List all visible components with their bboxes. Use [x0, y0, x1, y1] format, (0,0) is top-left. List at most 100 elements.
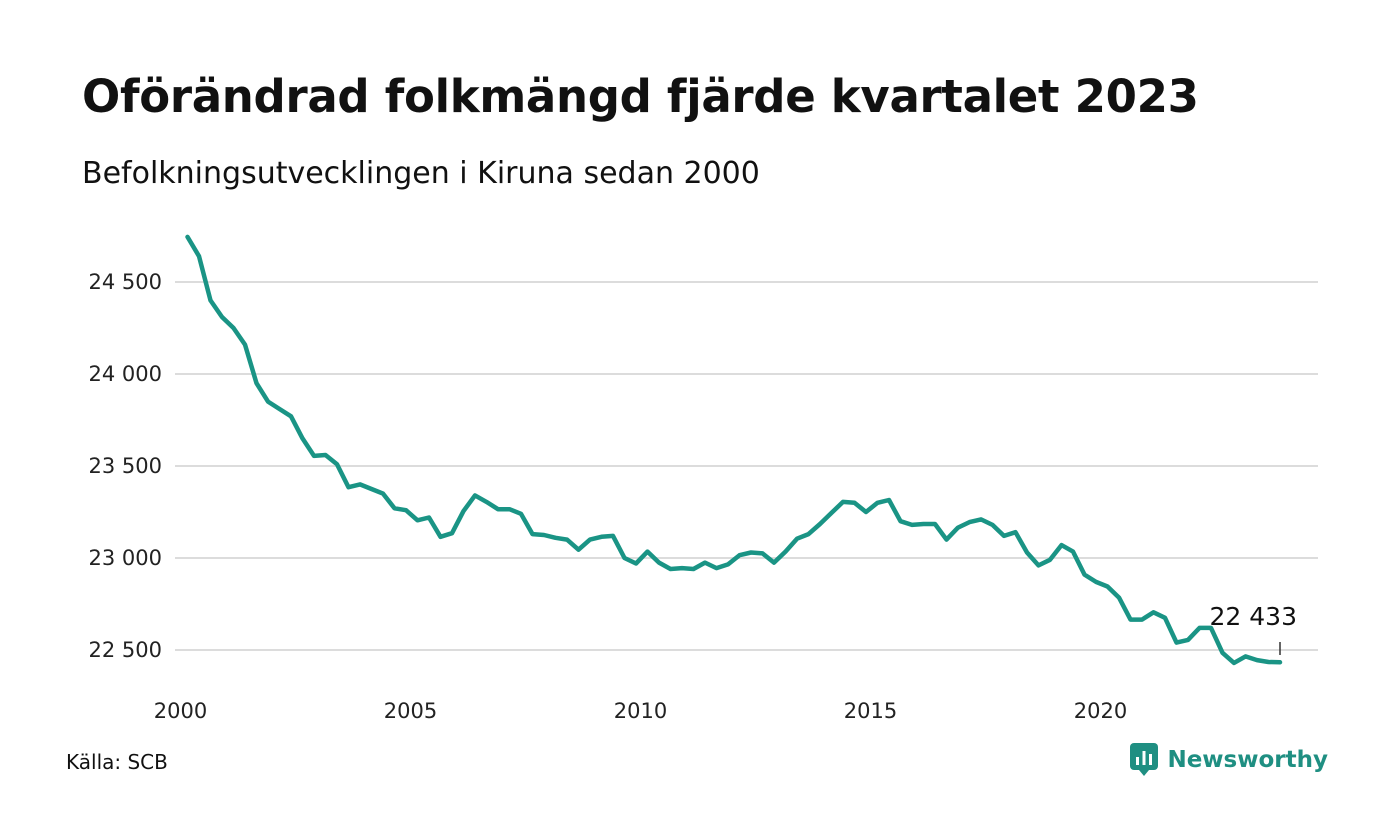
data-point	[196, 253, 202, 259]
data-point	[932, 521, 938, 527]
y-tick-label: 22 500	[89, 638, 162, 662]
data-point	[231, 325, 237, 331]
data-point	[668, 566, 674, 572]
y-tick-label: 24 500	[89, 270, 162, 294]
data-point	[1254, 657, 1260, 663]
series-layer	[185, 234, 1283, 666]
data-point	[783, 549, 789, 555]
data-point	[691, 566, 697, 572]
annotation-layer: 22 433	[1210, 602, 1297, 655]
data-point	[771, 560, 777, 566]
data-point	[1059, 542, 1065, 548]
data-point	[702, 560, 708, 566]
data-point	[311, 453, 317, 459]
data-point	[300, 435, 306, 441]
last-value-label: 22 433	[1210, 602, 1297, 631]
data-point	[1243, 653, 1249, 659]
data-point	[346, 484, 352, 490]
data-point	[1185, 637, 1191, 643]
data-point	[645, 549, 651, 555]
data-point	[656, 560, 662, 566]
data-point	[610, 533, 616, 539]
data-point	[564, 537, 570, 543]
data-point	[576, 547, 582, 553]
y-tick-label: 23 500	[89, 454, 162, 478]
data-point	[852, 500, 858, 506]
data-point	[426, 515, 432, 521]
data-point	[1047, 557, 1053, 563]
data-point	[622, 555, 628, 561]
data-point	[978, 516, 984, 522]
data-point	[840, 499, 846, 505]
data-point	[1220, 650, 1226, 656]
data-point	[794, 536, 800, 542]
data-point	[334, 461, 340, 467]
data-point	[875, 500, 881, 506]
data-point	[242, 342, 248, 348]
newsworthy-logo-icon	[1130, 743, 1159, 776]
data-point	[518, 511, 524, 517]
brand-name: Newsworthy	[1167, 747, 1328, 773]
data-point	[541, 532, 547, 538]
data-point	[484, 499, 490, 505]
data-point	[886, 497, 892, 503]
data-point	[817, 521, 823, 527]
data-point	[898, 518, 904, 524]
data-point	[208, 297, 214, 303]
data-point	[944, 537, 950, 543]
x-tick-label: 2020	[1074, 699, 1127, 723]
data-point	[323, 452, 329, 458]
data-point	[357, 481, 363, 487]
data-point	[587, 537, 593, 543]
data-point	[277, 406, 283, 412]
data-point	[265, 399, 271, 405]
data-point	[438, 534, 444, 540]
data-point	[1266, 659, 1272, 665]
data-point	[1105, 584, 1111, 590]
data-point	[1162, 615, 1168, 621]
data-point	[1001, 533, 1007, 539]
data-point	[1231, 660, 1237, 666]
data-point	[392, 505, 398, 511]
data-point	[679, 565, 685, 571]
y-tick-label: 24 000	[89, 362, 162, 386]
data-point	[806, 531, 812, 537]
data-point	[1116, 595, 1122, 601]
data-point	[185, 234, 191, 240]
data-point	[369, 486, 375, 492]
data-point	[1139, 617, 1145, 623]
x-tick-label: 2010	[614, 699, 667, 723]
data-point	[909, 522, 915, 528]
y-axis: 22 500 23 000 23 500 24 000 24 500	[89, 270, 162, 662]
y-tick-label: 23 000	[89, 546, 162, 570]
data-point	[1036, 562, 1042, 568]
data-point	[415, 517, 421, 523]
data-point	[748, 549, 754, 555]
data-point	[495, 506, 501, 512]
data-point	[507, 506, 513, 512]
data-point	[921, 521, 927, 527]
x-axis: 2000 2005 2010 2015 2020	[154, 699, 1127, 723]
data-point	[219, 314, 225, 320]
data-point	[714, 565, 720, 571]
data-point	[530, 531, 536, 537]
data-point	[633, 561, 639, 567]
data-point	[967, 519, 973, 525]
data-point	[1082, 572, 1088, 578]
data-point	[737, 552, 743, 558]
series-line	[185, 234, 1283, 666]
brand-logo[interactable]: Newsworthy	[1129, 742, 1328, 778]
data-point	[1174, 640, 1180, 646]
data-point	[472, 492, 478, 498]
data-point	[829, 510, 835, 516]
data-point	[725, 561, 731, 567]
data-point	[990, 522, 996, 528]
data-point	[254, 380, 260, 386]
data-point	[1013, 529, 1019, 535]
data-point	[1128, 617, 1134, 623]
data-point	[553, 535, 559, 541]
data-point	[403, 507, 409, 513]
x-tick-label: 2005	[384, 699, 437, 723]
data-point	[955, 525, 961, 531]
